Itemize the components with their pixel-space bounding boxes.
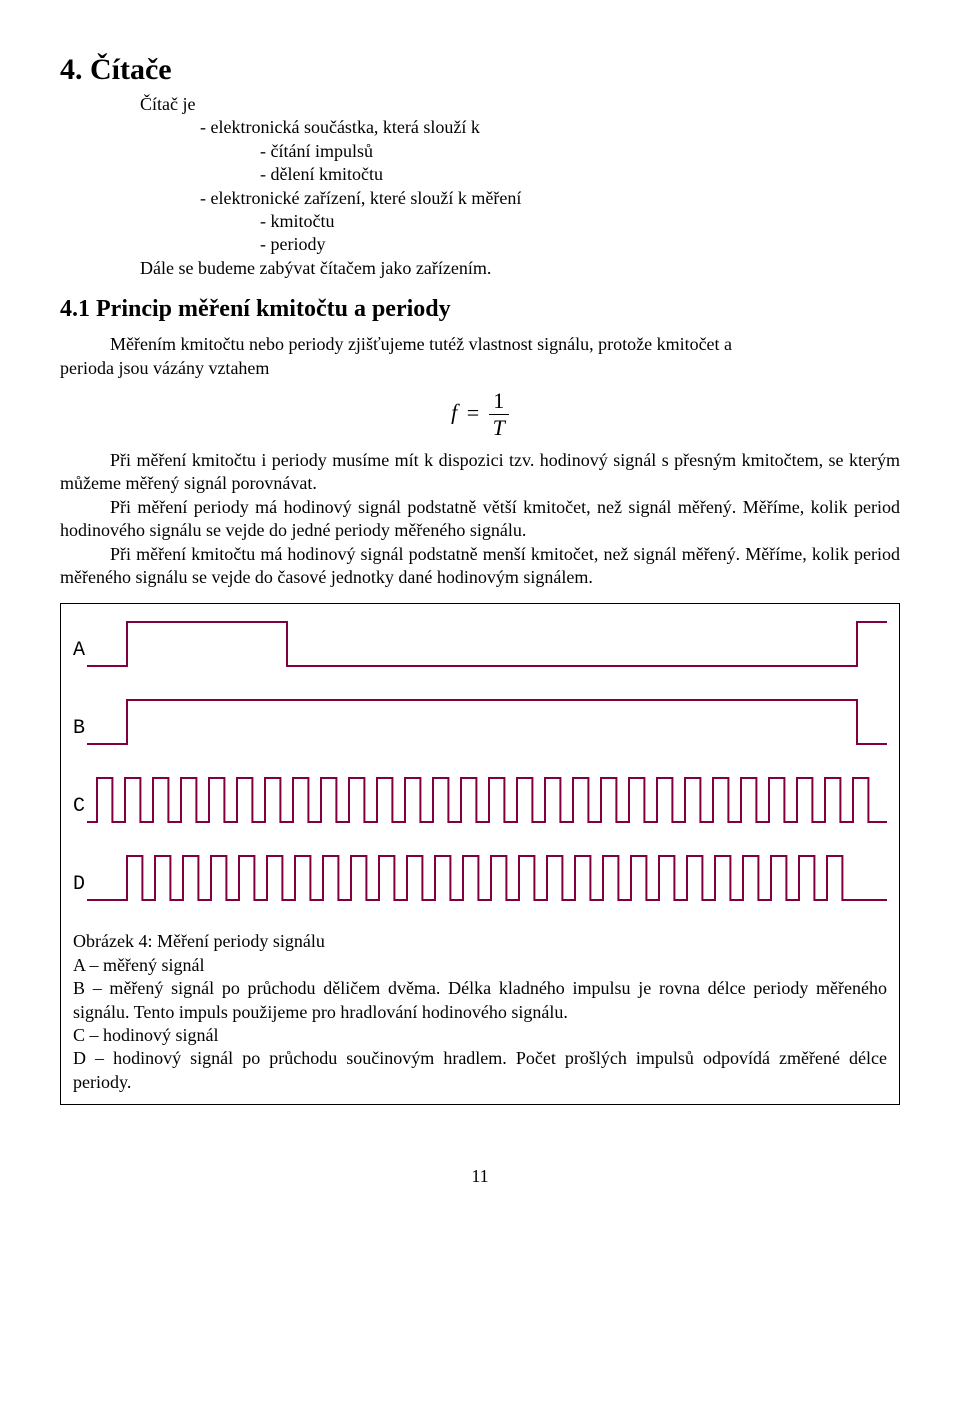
paragraph-1b: perioda jsou vázány vztahem — [60, 357, 900, 380]
formula-fraction: 1 T — [489, 390, 509, 439]
wave-svg-b — [87, 696, 887, 746]
formula-lhs: f — [451, 400, 457, 425]
formula: f = 1 T — [60, 390, 900, 439]
intro-line-4: - dělení kmitočtu — [260, 163, 900, 186]
page-number: 11 — [60, 1165, 900, 1188]
paragraph-4: Při měření kmitočtu má hodinový signál p… — [60, 543, 900, 590]
intro-line-2: - elektronická součástka, která slouží k — [200, 116, 900, 139]
intro-line-7: - periody — [260, 233, 900, 256]
wave-label-b: B — [73, 716, 87, 746]
wave-svg-a — [87, 618, 887, 668]
caption-line-2: A – měřený signál — [73, 954, 887, 977]
paragraph-2: Při měření kmitočtu i periody musíme mít… — [60, 449, 900, 496]
formula-denominator: T — [489, 415, 509, 439]
caption-line-3: B – měřený signál po průchodu děličem dv… — [73, 977, 887, 1024]
intro-line-1: Čítač je — [140, 93, 900, 116]
wave-label-c: C — [73, 794, 87, 824]
figure-box: A B C D Obrázek 4: Měření periody signál… — [60, 603, 900, 1105]
caption-line-4: C – hodinový signál — [73, 1024, 887, 1047]
wave-row-a: A — [73, 618, 887, 668]
wave-row-c: C — [73, 774, 887, 824]
paragraph-1a: Měřením kmitočtu nebo periody zjišťujeme… — [60, 333, 900, 356]
formula-numerator: 1 — [489, 390, 509, 415]
wave-label-a: A — [73, 638, 87, 668]
paragraph-3: Při měření periody má hodinový signál po… — [60, 496, 900, 543]
caption-line-1: Obrázek 4: Měření periody signálu — [73, 930, 887, 953]
wave-row-b: B — [73, 696, 887, 746]
figure-caption: Obrázek 4: Měření periody signálu A – mě… — [73, 930, 887, 1094]
chapter-title: 4. Čítače — [60, 50, 900, 89]
intro-line-6: - kmitočtu — [260, 210, 900, 233]
caption-line-5: D – hodinový signál po průchodu součinov… — [73, 1047, 887, 1094]
intro-line-5: - elektronické zařízení, které slouží k … — [200, 187, 900, 210]
section-title: 4.1 Princip měření kmitočtu a periody — [60, 294, 900, 325]
intro-line-3: - čítání impulsů — [260, 140, 900, 163]
wave-svg-c — [87, 774, 887, 824]
formula-eq: = — [467, 400, 479, 425]
wave-label-d: D — [73, 872, 87, 902]
intro-line-8: Dále se budeme zabývat čítačem jako zaří… — [140, 257, 900, 280]
wave-row-d: D — [73, 852, 887, 902]
wave-svg-d — [87, 852, 887, 902]
